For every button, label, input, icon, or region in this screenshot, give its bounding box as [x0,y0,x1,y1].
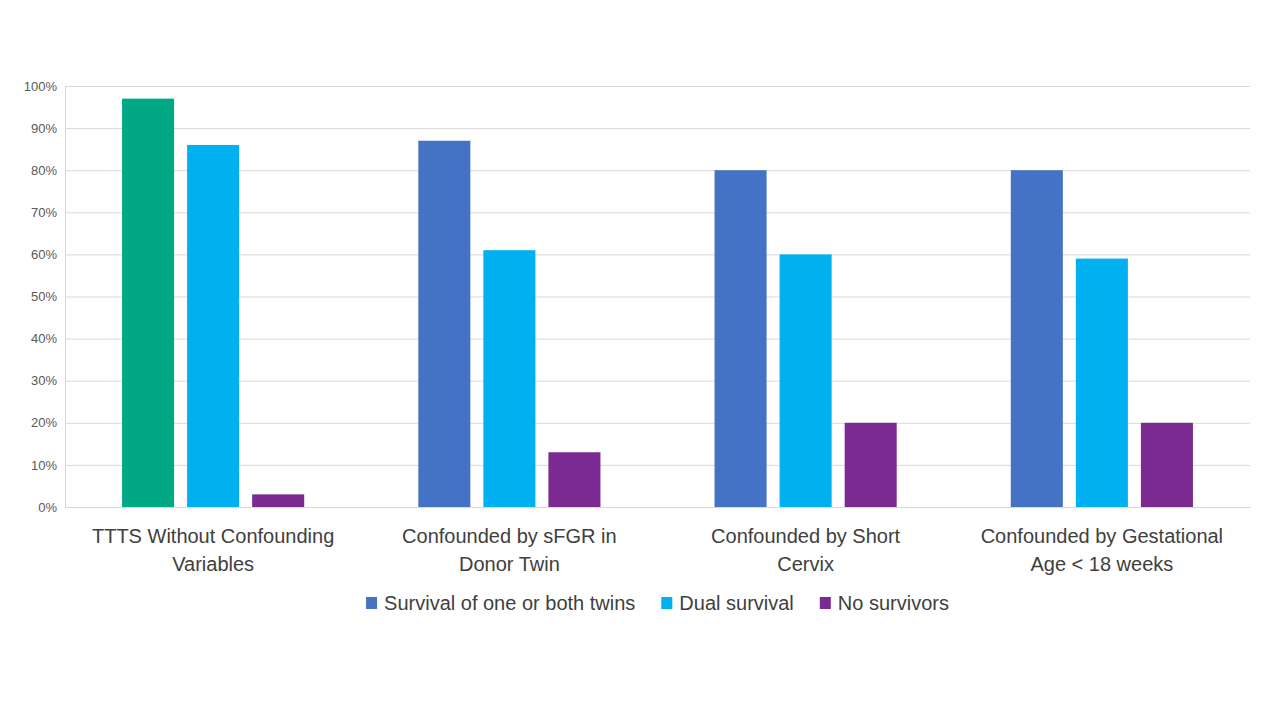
bar-series [122,99,1063,507]
y-tick-label: 50% [31,289,57,304]
x-tick-label-line: Confounded by Gestational [981,525,1223,547]
bar-series [187,145,1128,507]
x-tick-label-line: Confounded by sFGR in [402,525,617,547]
bar [845,423,897,507]
x-tick-label-line: Age < 18 weeks [1030,553,1173,575]
grid-line [65,86,1250,87]
y-tick-label: 0% [38,500,57,515]
legend-swatch [661,597,672,609]
bar [1011,170,1063,507]
legend-label: Dual survival [679,592,793,614]
grid-line [65,339,1250,340]
x-tick-label: TTTS Without Confounding Variables [92,525,334,575]
grid-line [65,423,1250,424]
x-tick-label-line: Cervix [777,553,834,575]
bar [1141,423,1193,507]
legend-swatch [820,597,831,609]
x-tick-label-line: Donor Twin [459,553,560,575]
y-tick-label: 30% [31,373,57,388]
legend-item: Survival of one or both twins [366,592,635,614]
grid-line [65,297,1250,298]
bar [122,99,174,507]
legend-item: Dual survival [661,592,793,614]
bar [418,141,470,507]
plot: 0% 10% 20% 30% 40% 50% 60% 70% 80% 90% 100% TTTS Wi… [24,79,1251,575]
x-tick-label: Confounded by Short Cervix [711,525,900,575]
y-tick-label: 40% [31,331,57,346]
bar [483,250,535,507]
bar [252,494,304,507]
bar [780,254,832,507]
legend-label: Survival of one or both twins [384,592,635,614]
grid-line [65,254,1250,255]
bar-series [252,423,1193,507]
y-axis: 0% 10% 20% 30% 40% 50% 60% 70% 80% 90% 100% [24,79,1250,515]
x-tick: Confounded by Gestational Age < 18 weeks [981,507,1223,575]
grid-line [65,212,1250,213]
x-tick-label-line: Confounded by Short [711,525,900,547]
grid-line [65,381,1250,382]
bar [187,145,239,507]
legend-label: No survivors [838,592,949,614]
x-tick-label: Confounded by sFGR in Donor Twin [402,525,617,575]
y-tick-label: 100% [24,79,58,94]
bar [1076,259,1128,507]
x-tick-label-line: Variables [172,553,254,575]
y-tick: 90% [31,121,1250,136]
legend-item: No survivors [820,592,949,614]
x-axis: TTTS Without Confounding Variables Confoun… [66,507,1251,575]
y-tick-label: 10% [31,458,57,473]
x-tick: Confounded by Short Cervix [711,507,900,575]
y-tick-label: 70% [31,205,57,220]
chart: 0% 10% 20% 30% 40% 50% 60% 70% 80% 90% 100% TTTS Wi… [0,0,1280,720]
legend-swatch [366,597,377,609]
grid-line [65,128,1250,129]
grid-line [65,507,1250,508]
x-tick-label-line: TTTS Without Confounding [92,525,334,547]
y-tick-label: 80% [31,163,57,178]
x-tick: Confounded by sFGR in Donor Twin [402,507,617,575]
bars [122,99,1193,507]
x-tick: TTTS Without Confounding Variables [92,507,334,575]
legend: Survival of one or both twins Dual surviv… [366,592,949,614]
y-axis-line [66,87,1251,508]
y-tick-label: 60% [31,247,57,262]
bar [715,170,767,507]
grid-line [65,170,1250,171]
x-tick-label: Confounded by Gestational Age < 18 weeks [981,525,1223,575]
y-tick-label: 20% [31,415,57,430]
y-tick: 100% [24,79,1250,94]
grid-line [65,465,1250,466]
y-tick-label: 90% [31,121,57,136]
bar [548,452,600,507]
x-axis-line [66,507,1251,508]
